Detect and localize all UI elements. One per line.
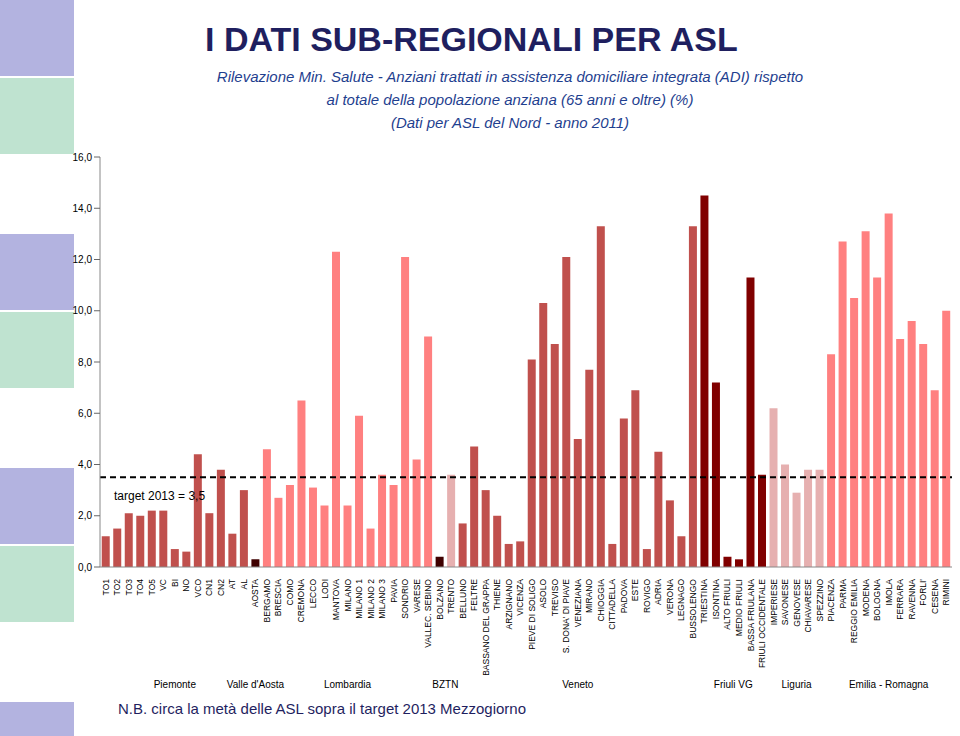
svg-text:TO2: TO2 [112,579,122,596]
html-text:N.B. circa la metà delle ASL s: N.B. circa la metà delle ASL sopra il ta… [118,700,526,717]
svg-text:AT: AT [227,579,237,589]
html-text:Piemonte: Piemonte [153,679,196,690]
svg-text:MILANO 2: MILANO 2 [366,579,376,619]
svg-text:ROVIGO: ROVIGO [642,579,652,613]
svg-text:MANTOVA: MANTOVA [331,579,341,621]
html-text:I DATI SUB-REGIONALI PER ASL: I DATI SUB-REGIONALI PER ASL [205,20,738,58]
svg-text:BI: BI [170,579,180,587]
svg-text:4,0: 4,0 [78,459,92,470]
svg-text:SPEZZINO: SPEZZINO [815,579,825,622]
svg-text:MODENA: MODENA [861,579,871,617]
svg-text:ALTO FRIULI: ALTO FRIULI [722,579,732,630]
svg-text:AOSTA: AOSTA [250,579,260,608]
svg-text:ADRIA: ADRIA [653,579,663,605]
svg-text:PARMA: PARMA [838,579,848,609]
svg-text:MILANO 3: MILANO 3 [377,579,387,619]
html-text:Lombardia: Lombardia [323,679,372,690]
svg-text:SONDRIO: SONDRIO [400,579,410,619]
svg-text:VENEZIANA: VENEZIANA [573,579,583,628]
svg-text:14,0: 14,0 [73,203,93,214]
svg-text:FRIULI OCCIDENTALE: FRIULI OCCIDENTALE [757,579,767,668]
svg-text:TRIESTINA: TRIESTINA [699,579,709,624]
svg-text:VCO: VCO [193,579,203,598]
svg-text:THIENE: THIENE [492,579,502,611]
svg-text:AL: AL [239,579,249,590]
svg-text:CHIAVARESE: CHIAVARESE [803,579,813,633]
svg-text:MILANO 1: MILANO 1 [354,579,364,619]
html-text:Valle d'Aosta: Valle d'Aosta [226,679,285,690]
svg-text:FELTRE: FELTRE [469,579,479,611]
svg-text:RIMINI: RIMINI [941,579,951,605]
svg-text:IMOLA: IMOLA [884,579,894,606]
svg-text:BASSANO DEL GRAPPA: BASSANO DEL GRAPPA [481,579,491,676]
svg-text:S. DONA' DI PIAVE: S. DONA' DI PIAVE [561,579,571,654]
svg-text:10,0: 10,0 [73,305,93,316]
svg-text:CHIOGGIA: CHIOGGIA [596,579,606,622]
svg-text:0,0: 0,0 [78,562,92,573]
html-text:al totale della popolazione an: al totale della popolazione anziana (65 … [326,91,694,108]
svg-text:MIRANO: MIRANO [584,579,594,613]
svg-text:target 2013 = 3,5: target 2013 = 3,5 [114,489,205,503]
svg-text:ISONTINA: ISONTINA [711,579,721,619]
svg-text:ESTE: ESTE [630,579,640,602]
html-text:Friuli VG: Friuli VG [713,679,753,690]
svg-text:LODI: LODI [320,579,330,599]
svg-text:BRESCIA: BRESCIA [273,579,283,617]
svg-text:LECCO: LECCO [308,579,318,609]
html-text:Emilia - Romagna: Emilia - Romagna [848,679,929,690]
svg-text:CN1: CN1 [204,579,214,596]
svg-text:TREVISO: TREVISO [550,579,560,617]
svg-text:8,0: 8,0 [78,357,92,368]
svg-text:CESENA: CESENA [930,579,940,614]
svg-text:LEGNAGO: LEGNAGO [676,579,686,621]
svg-text:VARESE: VARESE [412,579,422,613]
svg-text:COMO: COMO [285,579,295,606]
html-text:BZTN: BZTN [432,679,459,690]
svg-text:VC: VC [158,579,168,591]
svg-text:BOLZANO: BOLZANO [435,579,445,620]
svg-text:VALLEC. SEBINO: VALLEC. SEBINO [423,579,433,648]
svg-text:NO: NO [181,579,191,592]
svg-text:BASSA FRIULANA: BASSA FRIULANA [746,579,756,652]
svg-text:FORLI': FORLI' [918,579,928,606]
svg-text:PAVIA: PAVIA [389,579,399,603]
html-text:Veneto: Veneto [562,679,594,690]
svg-text:BOLOGNA: BOLOGNA [872,579,882,621]
svg-text:MILANO: MILANO [343,579,353,612]
svg-text:BUSSOLENGO: BUSSOLENGO [688,579,698,639]
svg-text:CREMONA: CREMONA [296,579,306,623]
svg-text:CITTADELLA: CITTADELLA [607,579,617,630]
svg-text:12,0: 12,0 [73,254,93,265]
svg-text:FERRARA: FERRARA [895,579,905,620]
svg-text:BERGAMO: BERGAMO [262,579,272,623]
svg-text:16,0: 16,0 [73,152,93,163]
svg-text:2,0: 2,0 [78,510,92,521]
svg-text:VICENZA: VICENZA [515,579,525,616]
svg-text:PADOVA: PADOVA [619,579,629,613]
svg-text:ASOLO: ASOLO [538,579,548,609]
svg-text:CN2: CN2 [216,579,226,596]
svg-text:IMPERIESE: IMPERIESE [769,579,779,626]
svg-text:REGGIO EMILIA: REGGIO EMILIA [849,579,859,644]
svg-text:ARZIGNANO: ARZIGNANO [504,579,514,630]
svg-text:PIEVE DI SOLIGO: PIEVE DI SOLIGO [527,579,537,650]
svg-text:RAVENNA: RAVENNA [907,579,917,620]
svg-text:MEDIO FRIULI: MEDIO FRIULI [734,579,744,636]
html-text:Rilevazione Min. Salute - Anzi: Rilevazione Min. Salute - Anziani tratta… [216,68,804,85]
svg-text:VERONA: VERONA [665,579,675,615]
svg-text:BELLUNO: BELLUNO [458,579,468,619]
html-text:(Dati per ASL del Nord - anno: (Dati per ASL del Nord - anno 2011) [390,114,630,131]
svg-text:TO3: TO3 [124,579,134,596]
svg-text:TRENTO: TRENTO [446,579,456,614]
svg-text:GENOVESE: GENOVESE [792,579,802,627]
svg-text:TO4: TO4 [135,579,145,596]
svg-text:PIACENZA: PIACENZA [826,579,836,622]
svg-text:SAVONESE: SAVONESE [780,579,790,625]
svg-text:TO1: TO1 [101,579,111,596]
svg-text:6,0: 6,0 [78,408,92,419]
svg-text:TO5: TO5 [147,579,157,596]
html-text:Liguria: Liguria [781,679,812,690]
